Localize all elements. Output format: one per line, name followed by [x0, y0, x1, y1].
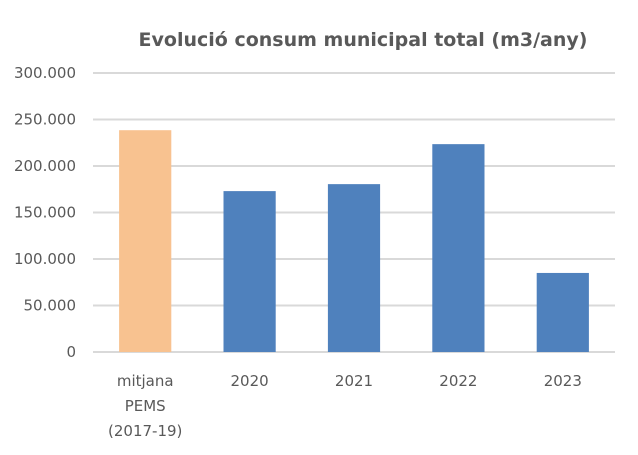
x-tick-label: 2020 [231, 372, 269, 390]
y-tick-label: 300.000 [14, 64, 76, 82]
y-tick-label: 0 [66, 343, 76, 361]
y-tick-label: 100.000 [14, 250, 76, 268]
y-tick-label: 200.000 [14, 157, 76, 175]
bar [536, 272, 589, 352]
bar [432, 144, 485, 352]
y-tick-label: 250.000 [14, 111, 76, 129]
x-tick-label: 2022 [439, 372, 477, 390]
bar [119, 130, 172, 352]
bar [327, 184, 381, 352]
y-axis-tick-labels: 0 50.000 100.000 150.000 200.000 250.000 300.0… [14, 64, 76, 361]
x-axis-tick-labels: mitjana PEMS (2017-19) 2020 2021 2022 2023 [108, 372, 582, 440]
chart-title: Evolució consum municipal total (m3/any) [139, 29, 588, 51]
x-tick-label: mitjana PEMS (2017-19) [108, 372, 182, 440]
x-tick-label: 2023 [544, 372, 582, 390]
bars [119, 130, 589, 352]
bar [223, 191, 276, 352]
x-tick-label: 2021 [335, 372, 373, 390]
y-tick-label: 150.000 [14, 204, 76, 222]
y-tick-label: 50.000 [24, 297, 77, 315]
